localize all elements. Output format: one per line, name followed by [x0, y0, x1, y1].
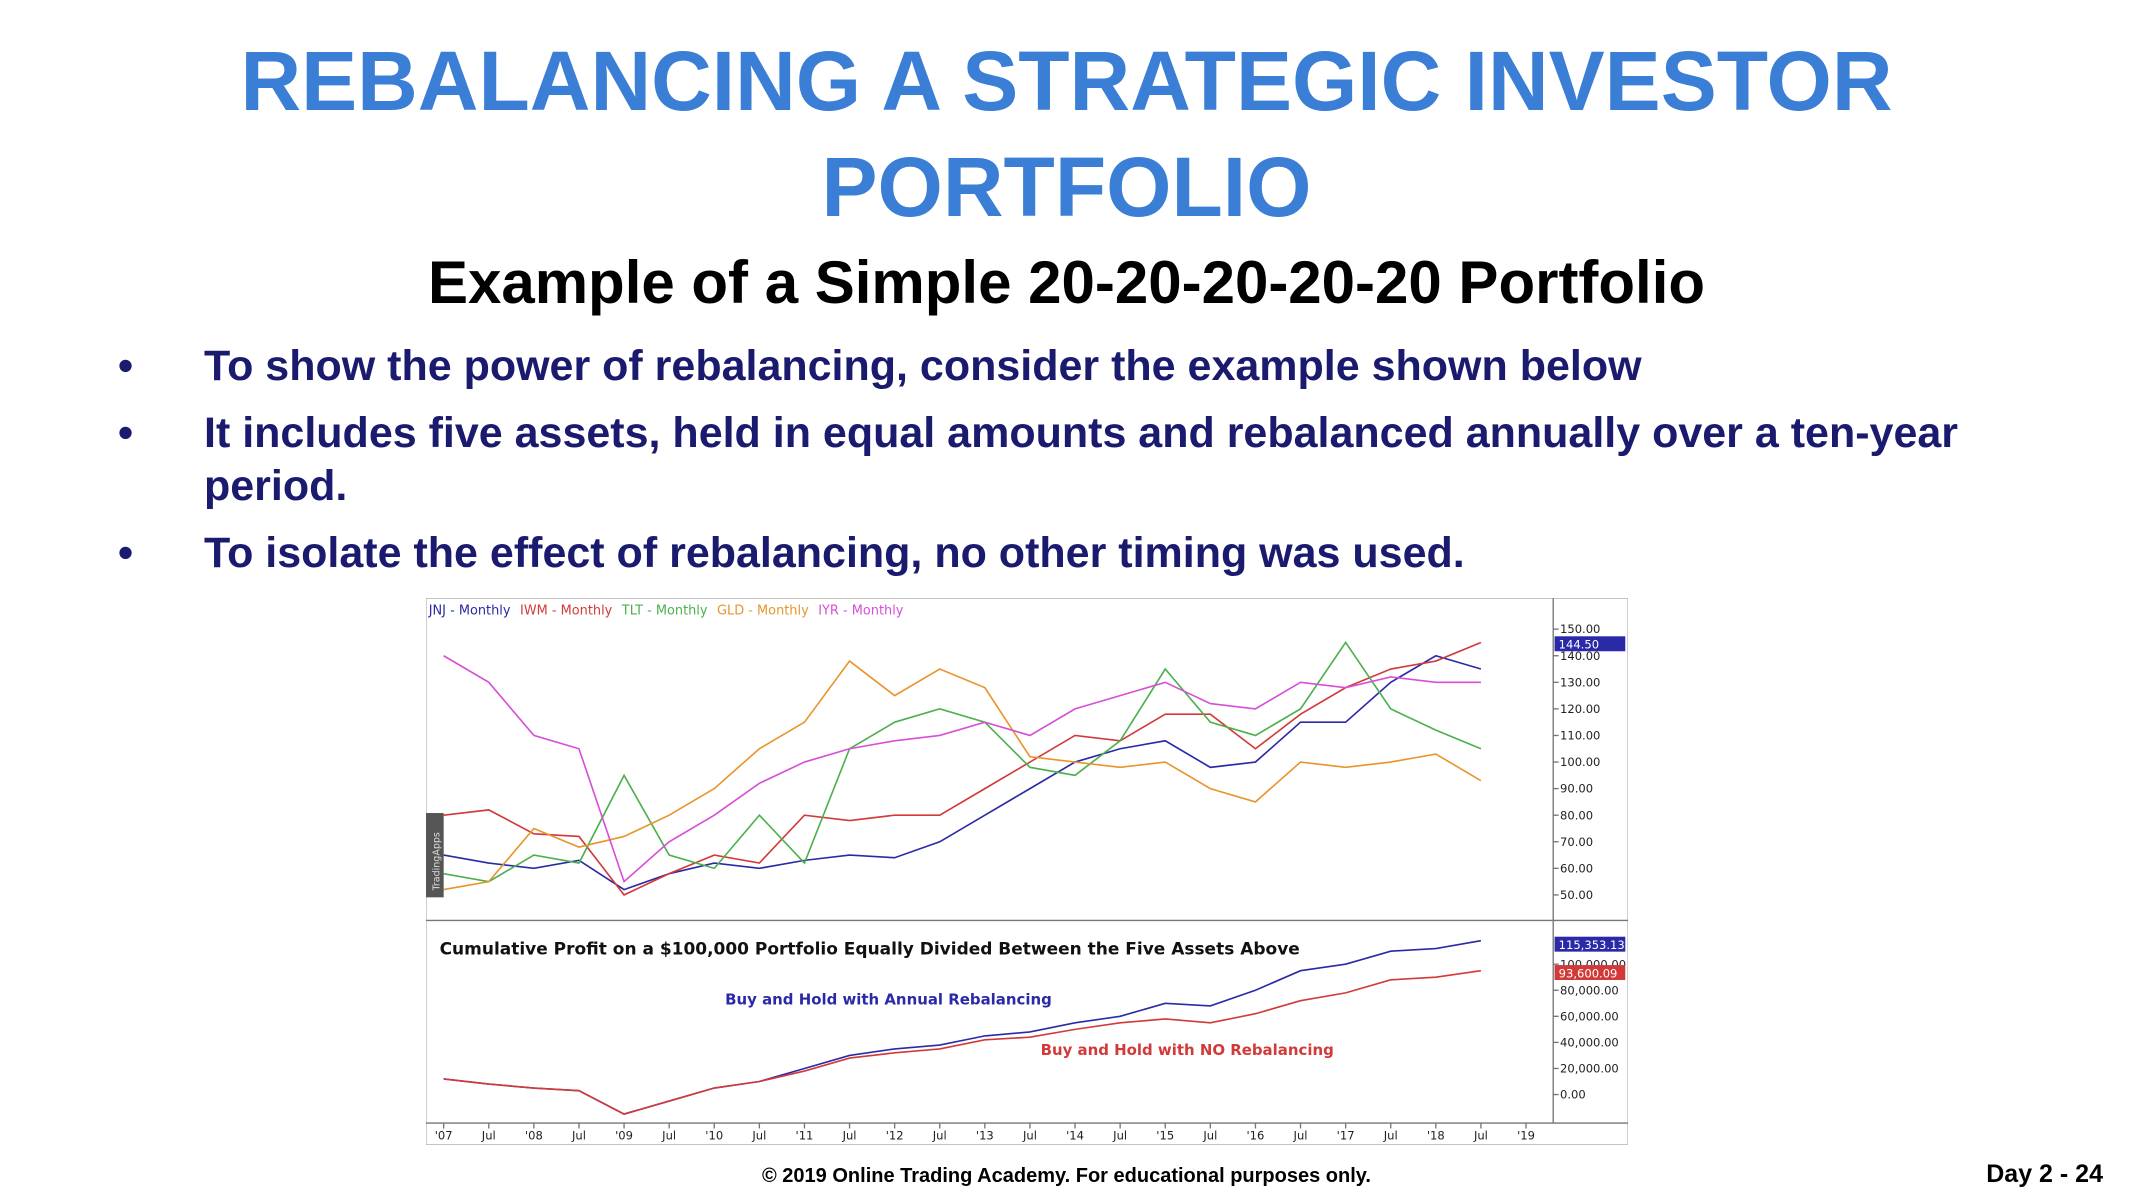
x-tick-label: '08 [525, 1128, 543, 1142]
x-tick-label: Jul [1473, 1128, 1488, 1142]
x-tick-label: Jul [932, 1128, 947, 1142]
page-number: Day 2 - 24 [1986, 1160, 2103, 1188]
x-tick-label: '07 [435, 1128, 453, 1142]
end-value-tag [1554, 965, 1626, 981]
y-tick-label: 110.00 [1560, 729, 1600, 743]
x-tick-label: '16 [1246, 1128, 1264, 1142]
y-tick-label: 130.00 [1560, 675, 1600, 689]
panel-title: Cumulative Profit on a $100,000 Portfoli… [440, 939, 1300, 959]
series-line [443, 640, 1482, 883]
y-tick-label: 60,000.00 [1560, 1009, 1619, 1023]
legend-entry: GLD - Monthly [717, 604, 809, 619]
series-line [443, 969, 1482, 1115]
x-tick-label: '19 [1517, 1128, 1535, 1142]
slide-title: REBALANCING A STRATEGIC INVESTOR PORTFOL… [240, 34, 1893, 234]
figure: 50.00 60.00 70.00 80.00 90.00 100.00 110.00 120… [426, 598, 1628, 1145]
legend-entry: TLT - Monthly [621, 604, 708, 619]
end-value-label: 93,600.09 [1559, 966, 1618, 980]
watermark: TradingApps [432, 832, 443, 891]
x-tick-label: '10 [705, 1128, 723, 1142]
x-tick-label: Jul [481, 1128, 496, 1142]
x-tick-label: Jul [1383, 1128, 1398, 1142]
x-tick-label: Jul [1022, 1128, 1037, 1142]
bullet: To isolate the effect of rebalancing, no… [118, 527, 1958, 580]
end-value-label: 115,353.13 [1559, 938, 1625, 952]
end-value-label: 144.50 [1559, 638, 1599, 652]
x-tick-label: '12 [886, 1128, 904, 1142]
x-tick-label: '13 [976, 1128, 994, 1142]
figure-frame [426, 598, 1628, 1145]
x-tick-label: '18 [1427, 1128, 1445, 1142]
bullet: It includes five assets, held in equal a… [118, 407, 1958, 513]
y-tick-label: 120.00 [1560, 702, 1600, 716]
y-tick-label: 140.00 [1560, 649, 1600, 663]
y-tick-label: 60.00 [1560, 861, 1593, 875]
y-tick-label: 150.00 [1560, 622, 1600, 636]
end-value-tag [1554, 936, 1626, 952]
x-tick-label: Jul [842, 1128, 857, 1142]
bullet-list: To show the power of rebalancing, consid… [118, 340, 1958, 594]
footer: © 2019 Online Trading Academy. For educa… [762, 1165, 1371, 1187]
x-tick-label: Jul [661, 1128, 676, 1142]
x-tick-label: Jul [1293, 1128, 1308, 1142]
legend-entry: IYR - Monthly [818, 604, 904, 619]
end-value-tag [1554, 636, 1626, 652]
x-tick-label: Jul [1202, 1128, 1217, 1142]
slide-subtitle: Example of a Simple 20-20-20-20-20 Portf… [427, 249, 1706, 316]
x-tick-label: Jul [751, 1128, 766, 1142]
x-tick-label: Jul [571, 1128, 586, 1142]
y-tick-label: 90.00 [1560, 782, 1593, 796]
watermark-tab [426, 813, 444, 898]
series-annotation: Buy and Hold with Annual Rebalancing [725, 991, 1052, 1009]
series-annotation: Buy and Hold with NO Rebalancing [1041, 1041, 1334, 1059]
y-tick-label: 20,000.00 [1560, 1062, 1619, 1076]
y-tick-label: 70.00 [1560, 835, 1593, 849]
x-tick-label: Jul [1112, 1128, 1127, 1142]
y-tick-label: 100.00 [1560, 755, 1600, 769]
series-line [443, 655, 1481, 884]
series-line [443, 659, 1482, 891]
legend-entry: IWM - Monthly [520, 604, 613, 619]
y-tick-label: 0.00 [1560, 1088, 1586, 1102]
y-tick-label: 50.00 [1560, 888, 1593, 902]
y-tick-label: 80.00 [1560, 808, 1593, 822]
x-tick-label: '17 [1337, 1128, 1355, 1142]
series-line [443, 641, 1482, 896]
x-tick-label: '09 [615, 1128, 633, 1142]
y-tick-label: 40,000.00 [1560, 1035, 1619, 1049]
bullet: To show the power of rebalancing, consid… [118, 340, 1958, 393]
x-tick-label: '15 [1156, 1128, 1174, 1142]
x-tick-label: '14 [1066, 1128, 1084, 1142]
x-tick-label: '11 [796, 1128, 814, 1142]
legend-entry: JNJ - Monthly [428, 604, 511, 619]
y-tick-label: 80,000.00 [1560, 983, 1619, 997]
